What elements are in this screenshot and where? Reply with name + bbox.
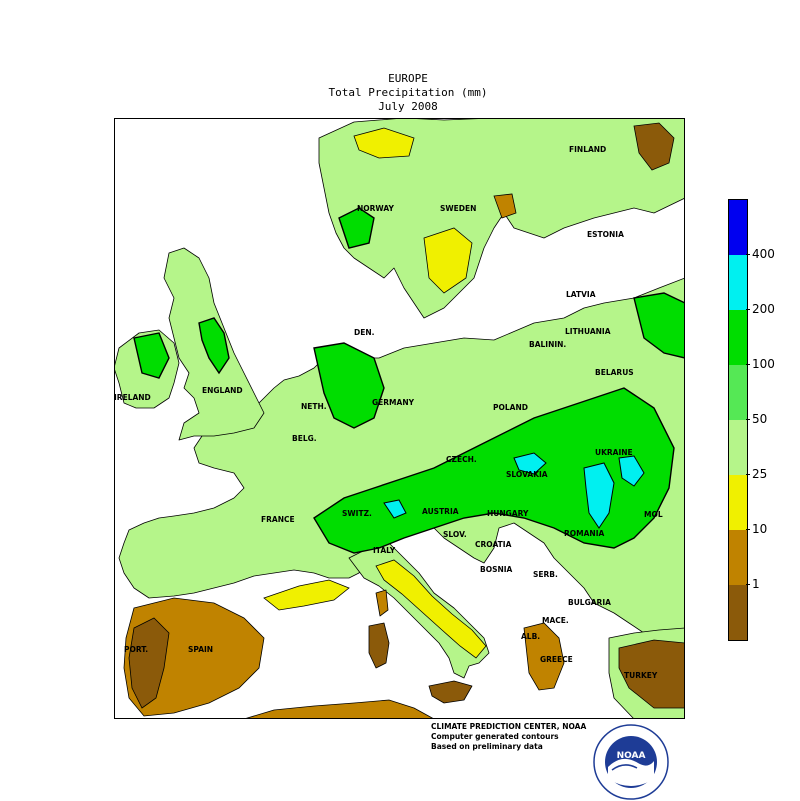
legend-band-1-10	[729, 530, 747, 585]
label-belgium: BELG.	[292, 434, 317, 443]
legend-band-0-1	[729, 585, 747, 640]
land-mainland	[118, 277, 685, 639]
label-ireland: IRELAND	[114, 393, 151, 402]
label-switzerland: SWITZ.	[342, 509, 372, 518]
legend-label-400: 400	[752, 247, 775, 261]
color-legend	[728, 199, 748, 641]
land-sicily	[428, 680, 473, 704]
label-denmark: DEN.	[354, 328, 375, 337]
noaa-logo-text: NOAA	[617, 751, 646, 761]
label-turkey: TURKEY	[624, 671, 658, 680]
label-spain: SPAIN	[188, 645, 213, 654]
legend-band-50-100	[729, 365, 747, 420]
legend-label-200: 200	[752, 302, 775, 316]
label-serbia: SERB.	[533, 570, 558, 579]
credit-agency: CLIMATE PREDICTION CENTER, NOAA	[431, 722, 587, 731]
wet-region-scandinavia	[338, 207, 375, 249]
label-france: FRANCE	[261, 515, 295, 524]
precipitation-map: FINLAND NORWAY SWEDEN ESTONIA LATVIA LIT…	[114, 118, 685, 719]
very-wet-cell-1	[583, 462, 615, 529]
legend-label-1: 1	[752, 577, 760, 591]
label-hungary: HUNGARY	[487, 509, 529, 518]
label-bosnia: BOSNIA	[480, 565, 513, 574]
map-title-variable: Total Precipitation (mm)	[328, 86, 488, 99]
dry-finland-patch	[633, 122, 675, 171]
map-title-region: EUROPE	[388, 72, 428, 85]
label-romania: ROMANIA	[564, 529, 604, 538]
wet-region-baltic	[633, 292, 685, 359]
label-slovenia: SLOV.	[443, 530, 467, 539]
credit-contours: Computer generated contours	[431, 732, 559, 741]
dry-south-france-coast	[263, 579, 350, 611]
legend-label-50: 50	[752, 412, 768, 426]
dry-italy-coast	[375, 559, 487, 659]
label-austria: AUSTRIA	[422, 507, 459, 516]
legend-band-200-400	[729, 255, 747, 310]
very-wet-cell-4	[383, 499, 407, 519]
label-belarus: BELARUS	[595, 368, 634, 377]
wet-region-north	[313, 342, 385, 429]
noaa-logo: NOAA	[593, 724, 669, 800]
label-croatia: CROATIA	[475, 540, 512, 549]
label-germany: GERMANY	[372, 398, 415, 407]
legend-band-10-25	[729, 475, 747, 530]
label-kaliningrad: BALININ.	[529, 340, 566, 349]
legend-band-400-plus	[729, 200, 747, 255]
label-slovakia: SLOVAKIA	[506, 470, 548, 479]
label-macedonia: MACE.	[542, 616, 569, 625]
land-north-africa	[243, 699, 435, 719]
dry-norway-yellow	[353, 127, 415, 159]
label-sweden: SWEDEN	[440, 204, 476, 213]
label-czech: CZECH.	[446, 455, 477, 464]
label-latvia: LATVIA	[566, 290, 596, 299]
legend-band-100-200	[729, 310, 747, 365]
label-england: ENGLAND	[202, 386, 243, 395]
label-netherlands: NETH.	[301, 402, 327, 411]
label-finland: FINLAND	[569, 145, 606, 154]
label-greece: GREECE	[540, 655, 573, 664]
legend-label-100: 100	[752, 357, 775, 371]
label-lithuania: LITHUANIA	[565, 327, 611, 336]
label-ukraine: UKRAINE	[595, 448, 633, 457]
land-scandinavia	[318, 118, 685, 319]
label-estonia: ESTONIA	[587, 230, 624, 239]
label-poland: POLAND	[493, 403, 528, 412]
label-portugal: PORT.	[124, 645, 148, 654]
legend-label-10: 10	[752, 522, 768, 536]
wet-region-ireland	[133, 332, 170, 379]
dry-sweden-patch	[493, 193, 517, 219]
land-corsica	[375, 589, 389, 617]
credit-data-note: Based on preliminary data	[431, 742, 543, 751]
very-dry-portugal	[128, 617, 170, 709]
wet-region-britain	[198, 317, 230, 375]
dry-greece	[523, 622, 565, 691]
country-labels: FINLAND NORWAY SWEDEN ESTONIA LATVIA LIT…	[114, 145, 663, 680]
very-wet-cell-2	[618, 455, 645, 487]
dry-sweden-yellow	[423, 227, 473, 294]
legend-band-25-50	[729, 420, 747, 475]
label-bulgaria: BULGARIA	[568, 598, 611, 607]
label-moldova: MOL	[644, 510, 663, 519]
map-title-period: July 2008	[378, 100, 438, 113]
very-wet-cell-3	[513, 452, 547, 475]
label-norway: NORWAY	[357, 204, 394, 213]
label-albania: ALB.	[521, 632, 540, 641]
legend-label-25: 25	[752, 467, 768, 481]
land-sardinia	[368, 622, 390, 669]
dry-turkey	[618, 639, 685, 709]
label-italy: ITALY	[373, 546, 396, 555]
